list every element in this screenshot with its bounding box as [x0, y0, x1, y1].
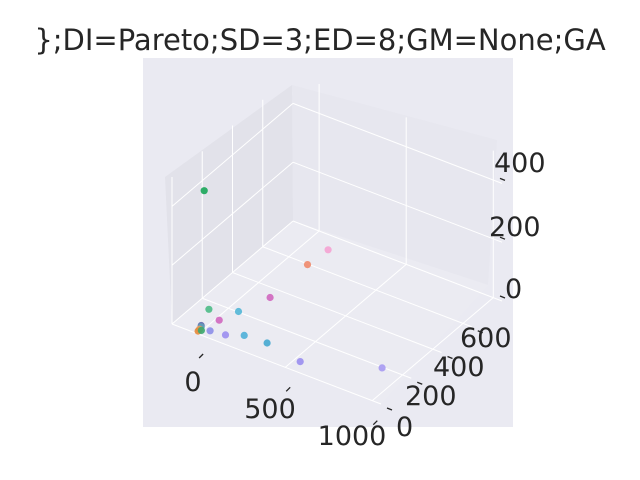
z-tick-mark	[499, 177, 506, 182]
data-point-4	[205, 305, 213, 313]
x-tick-mark	[285, 386, 291, 392]
back-pane	[292, 85, 497, 285]
grid-line-z-back	[292, 161, 503, 243]
grid-line-z-side	[171, 161, 294, 266]
x-tick-label-1000: 1000	[318, 421, 387, 452]
y-tick-label-200: 200	[405, 381, 457, 412]
y-tick-mark	[477, 330, 483, 334]
z-tick-label-200: 200	[489, 212, 541, 243]
y-tick-label-400: 400	[433, 352, 485, 383]
data-point-1	[324, 246, 332, 254]
grid-line-z-side	[171, 220, 294, 325]
grid-line-y-floor	[232, 272, 442, 353]
data-point-0	[200, 187, 208, 195]
grid-line-y-floor	[262, 246, 472, 328]
data-point-14	[240, 331, 248, 339]
x-tick-mark	[372, 420, 378, 426]
grid-line-z-side	[171, 103, 294, 207]
y-tick-mark	[417, 381, 423, 385]
data-points	[194, 187, 386, 372]
x-tick-mark	[198, 353, 204, 359]
data-point-12	[206, 327, 214, 335]
tick-marks	[198, 177, 506, 426]
grid-line-y-floor	[171, 323, 382, 405]
data-point-11	[197, 326, 205, 334]
z-tick-label-0: 0	[505, 274, 522, 305]
y-tick-mark	[386, 407, 393, 411]
data-point-5	[234, 307, 243, 316]
data-point-3	[266, 293, 274, 302]
y-tick-label-600: 600	[460, 323, 512, 354]
grid-line-z-back	[292, 102, 503, 184]
z-tick-mark	[499, 236, 506, 240]
floor-pane	[172, 221, 488, 404]
chart-title: };DI=Pareto;SD=3;ED=8;GM=None;GA	[34, 23, 605, 57]
y-tick-mark	[447, 355, 453, 360]
y-tick-label-0: 0	[396, 412, 413, 443]
data-point-6	[215, 316, 223, 324]
x-tick-label-0: 0	[184, 367, 201, 398]
data-point-16	[296, 358, 304, 366]
z-tick-label-400: 400	[494, 148, 546, 179]
grid-line-z-back	[292, 220, 503, 302]
side-pane	[165, 85, 293, 324]
data-point-13	[221, 331, 230, 339]
data-point-2	[303, 261, 312, 269]
z-tick-mark	[499, 295, 506, 299]
data-point-15	[263, 339, 271, 347]
data-point-17	[378, 364, 386, 372]
x-tick-label-500: 500	[244, 394, 296, 425]
